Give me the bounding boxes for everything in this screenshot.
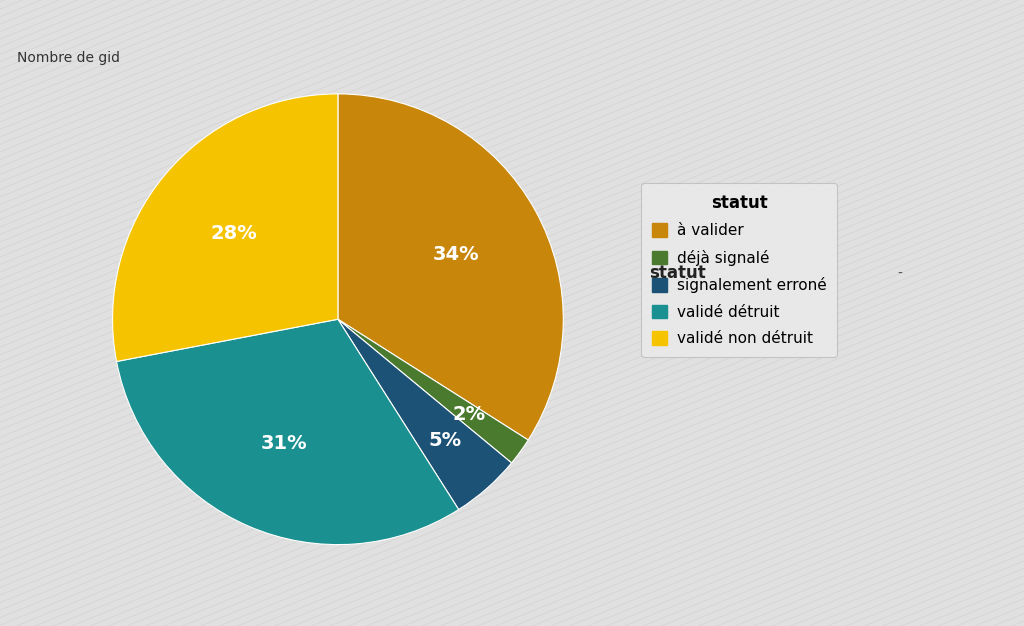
Wedge shape bbox=[338, 94, 563, 440]
Wedge shape bbox=[338, 319, 528, 463]
Text: -: - bbox=[898, 267, 903, 280]
Text: 28%: 28% bbox=[210, 223, 257, 242]
Text: 34%: 34% bbox=[433, 245, 479, 264]
Legend: à valider, déjà signalé, signalement erroné, validé détruit, validé non détruit: à valider, déjà signalé, signalement err… bbox=[641, 183, 837, 357]
Text: 5%: 5% bbox=[429, 431, 462, 451]
Text: Nombre de gid: Nombre de gid bbox=[16, 51, 120, 65]
Wedge shape bbox=[338, 319, 512, 510]
Wedge shape bbox=[113, 94, 338, 361]
Text: 2%: 2% bbox=[453, 405, 485, 424]
Text: 31%: 31% bbox=[261, 434, 307, 453]
Text: statut: statut bbox=[649, 264, 707, 282]
Wedge shape bbox=[117, 319, 459, 545]
